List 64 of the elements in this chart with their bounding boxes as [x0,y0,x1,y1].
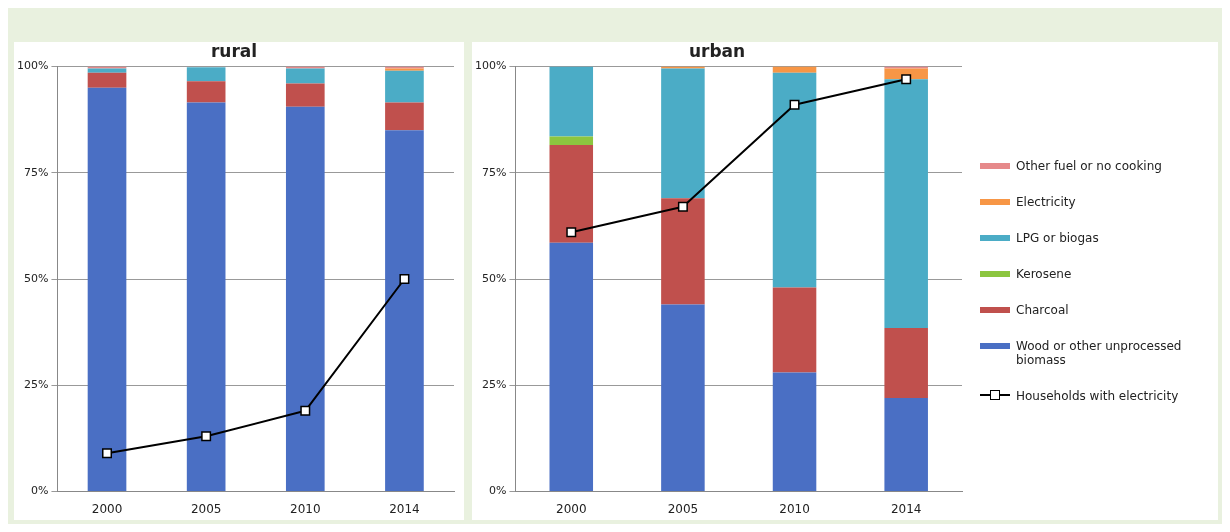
bar [661,304,705,492]
bar [884,327,928,399]
bar [549,145,594,243]
legend-label: Electricity [1016,195,1076,209]
y-tick-label: 25% [481,378,507,392]
bar [186,67,226,82]
y-tick-label: 75% [481,165,507,179]
bar [87,68,127,73]
y-tick-label: 0% [488,484,507,498]
y-tick-label: 75% [23,165,49,179]
y-tick-label: 25% [23,378,49,392]
x-tick-label: 2010 [779,501,810,516]
bar [87,87,127,492]
point [566,227,577,238]
bar [772,72,817,288]
bar [772,66,817,73]
bar [772,372,817,492]
bar [661,68,705,199]
bar [285,106,325,492]
x-tick-label: 2010 [290,501,321,516]
bar [772,287,817,373]
legend-label: Other fuel or no cooking [1016,159,1162,173]
bar [661,198,705,305]
bar [661,66,705,69]
bar [87,66,127,69]
y-tick-label: 50% [23,271,49,285]
legend-label: Charcoal [1016,303,1069,317]
bar [884,398,928,492]
bar [285,68,325,84]
bar [385,130,424,492]
x-tick-label: 2000 [91,501,123,516]
bar [884,79,928,328]
x-tick-label: 2005 [190,501,222,516]
chart-title: rural [210,40,258,61]
point [677,201,688,212]
bar [884,66,928,69]
bar [549,66,594,137]
bar [549,136,594,146]
bar [285,83,325,107]
bar [87,72,127,88]
point [399,274,410,284]
legend-label: Households with electricity [1016,389,1179,403]
point [102,448,113,459]
y-tick-label: 100% [16,59,49,73]
point [300,405,311,416]
bar [186,81,226,103]
bar [385,102,424,131]
bar [385,70,424,103]
x-tick-label: 2014 [890,501,922,516]
point [789,99,800,110]
x-tick-label: 2014 [389,501,420,516]
y-tick-label: 100% [474,59,507,73]
x-tick-label: 2005 [667,501,699,516]
legend-label: Wood or other unprocessed biomass [1016,339,1183,367]
point [201,431,212,442]
y-tick-label: 0% [30,484,49,498]
y-tick-label: 50% [481,271,507,285]
x-tick-label: 2000 [555,501,587,516]
bar [186,102,226,492]
legend-label: Kerosene [1016,267,1072,281]
bar [285,66,325,69]
chart-title: urban [688,40,746,61]
bar [549,242,594,492]
legend-label: LPG or biogas [1016,231,1099,245]
